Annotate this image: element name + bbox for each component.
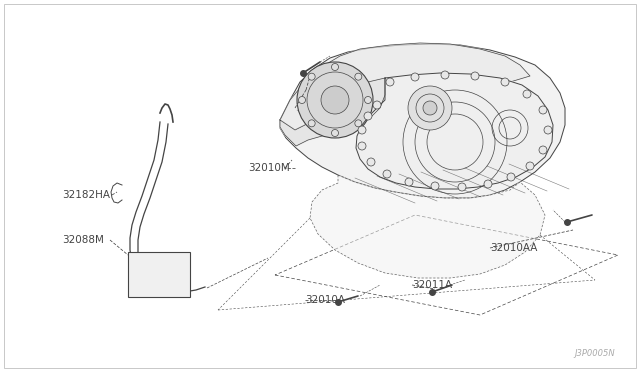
Circle shape: [358, 142, 366, 150]
Circle shape: [367, 158, 375, 166]
Polygon shape: [356, 73, 553, 189]
Circle shape: [544, 126, 552, 134]
Circle shape: [458, 183, 466, 191]
Circle shape: [308, 120, 315, 127]
Polygon shape: [280, 78, 385, 146]
Circle shape: [471, 72, 479, 80]
Circle shape: [386, 78, 394, 86]
Text: J3P0005N: J3P0005N: [574, 349, 615, 358]
Text: 32088M: 32088M: [62, 235, 104, 245]
Circle shape: [523, 90, 531, 98]
Circle shape: [526, 162, 534, 170]
Text: 32010M: 32010M: [248, 163, 290, 173]
Circle shape: [441, 71, 449, 79]
Circle shape: [423, 101, 437, 115]
Circle shape: [373, 101, 381, 109]
Circle shape: [365, 96, 371, 103]
Text: 32010A: 32010A: [305, 295, 345, 305]
Text: 32182HA: 32182HA: [62, 190, 110, 200]
Circle shape: [507, 173, 515, 181]
Circle shape: [539, 146, 547, 154]
Circle shape: [539, 106, 547, 114]
Circle shape: [408, 86, 452, 130]
Text: 32010AA: 32010AA: [490, 243, 538, 253]
Circle shape: [297, 62, 373, 138]
Circle shape: [308, 73, 315, 80]
Circle shape: [298, 96, 305, 103]
Circle shape: [358, 126, 366, 134]
Circle shape: [332, 129, 339, 137]
Circle shape: [405, 178, 413, 186]
Circle shape: [364, 112, 372, 120]
Polygon shape: [280, 44, 565, 198]
Circle shape: [501, 78, 509, 86]
Circle shape: [431, 182, 439, 190]
Polygon shape: [310, 175, 545, 278]
Bar: [128, 252, 190, 297]
Circle shape: [484, 180, 492, 188]
Circle shape: [383, 170, 391, 178]
Circle shape: [355, 73, 362, 80]
Polygon shape: [280, 43, 530, 130]
Circle shape: [321, 86, 349, 114]
Text: 32011A: 32011A: [412, 280, 452, 290]
Circle shape: [332, 64, 339, 71]
Text: 32010AB: 32010AB: [295, 103, 342, 113]
Circle shape: [411, 73, 419, 81]
Circle shape: [355, 120, 362, 127]
